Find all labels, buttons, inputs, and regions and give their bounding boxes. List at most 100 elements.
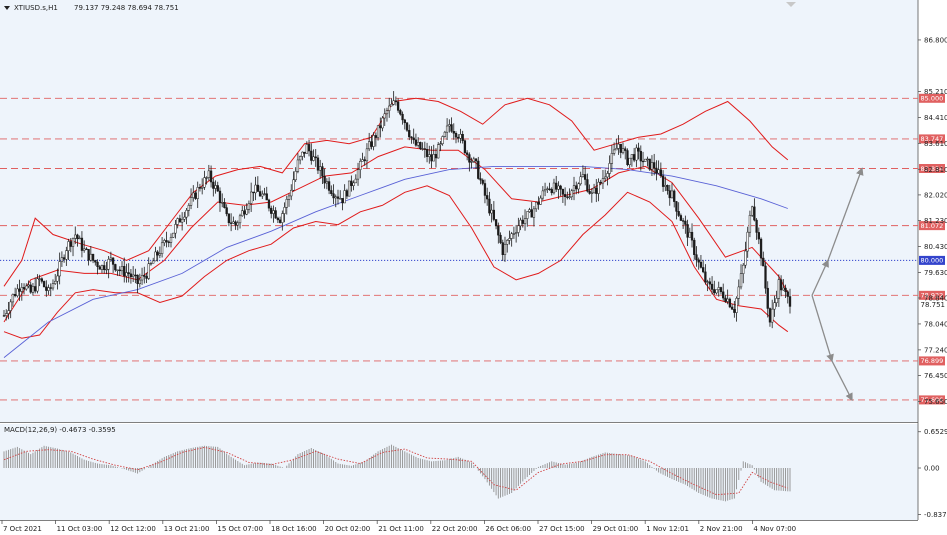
time-tick-label: 18 Oct 16:00 — [271, 525, 317, 533]
level-label: 83.747 — [921, 135, 944, 143]
candle-body — [443, 131, 447, 137]
level-label: 80.000 — [921, 257, 944, 265]
candle-body — [29, 284, 32, 293]
candle-body — [704, 271, 707, 283]
candle-body — [539, 197, 542, 205]
candle-body — [555, 182, 558, 190]
price-tick-label: 76.450 — [924, 372, 947, 380]
candle-body — [238, 215, 242, 224]
candle-body — [595, 187, 598, 194]
candle-body — [396, 101, 400, 111]
candle-body — [612, 149, 616, 154]
candle-body — [307, 144, 311, 152]
candle-body — [187, 205, 190, 211]
candle-body — [771, 308, 774, 323]
candle-body — [588, 190, 591, 194]
macd-pane[interactable] — [0, 424, 918, 520]
candle-body — [584, 174, 587, 180]
candle-body — [615, 148, 618, 151]
candle-body — [577, 183, 580, 190]
candle-body — [325, 181, 329, 184]
candle-body — [127, 272, 130, 275]
candle-body — [423, 148, 426, 150]
candle-body — [281, 213, 284, 223]
candle-body — [750, 206, 754, 216]
candle-body — [372, 135, 375, 147]
price-tick-label: 75.650 — [924, 398, 947, 406]
candle-body — [619, 143, 622, 153]
candle-body — [412, 137, 415, 141]
candle-body — [218, 190, 222, 204]
candle-body — [608, 163, 611, 174]
candle-body — [234, 221, 237, 226]
candle-body — [214, 185, 217, 189]
candle-body — [550, 189, 553, 194]
candle-body — [205, 177, 208, 179]
candle-body — [247, 203, 251, 210]
candle-body — [136, 274, 139, 285]
time-tick-label: 2 Nov 21:00 — [700, 525, 743, 533]
candle-body — [330, 190, 333, 194]
price-tick-label: 78.840 — [924, 294, 947, 302]
candle-body — [58, 261, 61, 277]
candle-body — [245, 209, 248, 215]
time-axis-labels: 7 Oct 2021 11 Oct 03:00 12 Oct 12:00 13 Oct… — [1, 520, 796, 533]
candle-body — [773, 302, 776, 310]
candle-body — [541, 190, 544, 199]
candle-body — [312, 156, 315, 161]
projection-arrow — [811, 295, 834, 363]
candle-body — [256, 184, 259, 192]
candle-body — [439, 143, 442, 145]
time-tick-label: 26 Oct 06:00 — [485, 525, 531, 533]
price-tick-label: 77.240 — [924, 346, 947, 354]
candle-body — [523, 218, 527, 224]
candle-body — [681, 220, 685, 222]
candle-body — [163, 240, 166, 244]
candle-body — [766, 287, 769, 309]
time-tick-label: 11 Oct 03:00 — [57, 525, 103, 533]
candle-body — [782, 287, 785, 291]
candle-body — [370, 141, 373, 147]
candle-body — [296, 159, 300, 172]
collapse-triangle-icon[interactable] — [4, 6, 10, 10]
projection-arrow — [831, 360, 853, 402]
macd-tick-label: -0.8379 — [924, 511, 947, 519]
candle-body — [697, 259, 700, 263]
candle-body — [18, 288, 21, 292]
candle-body — [465, 152, 469, 155]
candle-body — [532, 208, 536, 218]
candle-body — [25, 285, 28, 290]
candle-body — [425, 149, 429, 157]
main-pane[interactable] — [0, 0, 918, 422]
projection-arrow — [827, 167, 864, 261]
candle-body — [379, 125, 382, 129]
candle-body — [450, 124, 453, 132]
candle-body — [301, 151, 304, 157]
candle-body — [617, 143, 620, 149]
candle-body — [154, 251, 157, 262]
candle-body — [657, 169, 660, 174]
time-tick-label: 7 Oct 2021 — [3, 525, 42, 533]
shift-marker-icon[interactable] — [786, 2, 796, 7]
candle-body — [138, 279, 141, 285]
candle-body — [706, 281, 709, 283]
candle-body — [728, 298, 732, 308]
candle-body — [561, 188, 565, 195]
candle-body — [786, 291, 789, 297]
candle-body — [225, 207, 228, 215]
candle-body — [60, 257, 64, 262]
candle-body — [557, 185, 560, 190]
level-label-box — [919, 164, 945, 174]
candle-body — [125, 272, 128, 277]
candle-body — [107, 259, 110, 270]
candle-body — [508, 238, 511, 241]
candle-body — [274, 210, 277, 219]
candle-body — [207, 170, 210, 178]
candle-body — [252, 191, 255, 194]
candle-body — [383, 113, 386, 119]
candle-body — [430, 154, 433, 162]
candle-body — [192, 192, 195, 198]
candle-body — [160, 242, 164, 254]
macd-tick-label: 0.00 — [924, 465, 940, 473]
